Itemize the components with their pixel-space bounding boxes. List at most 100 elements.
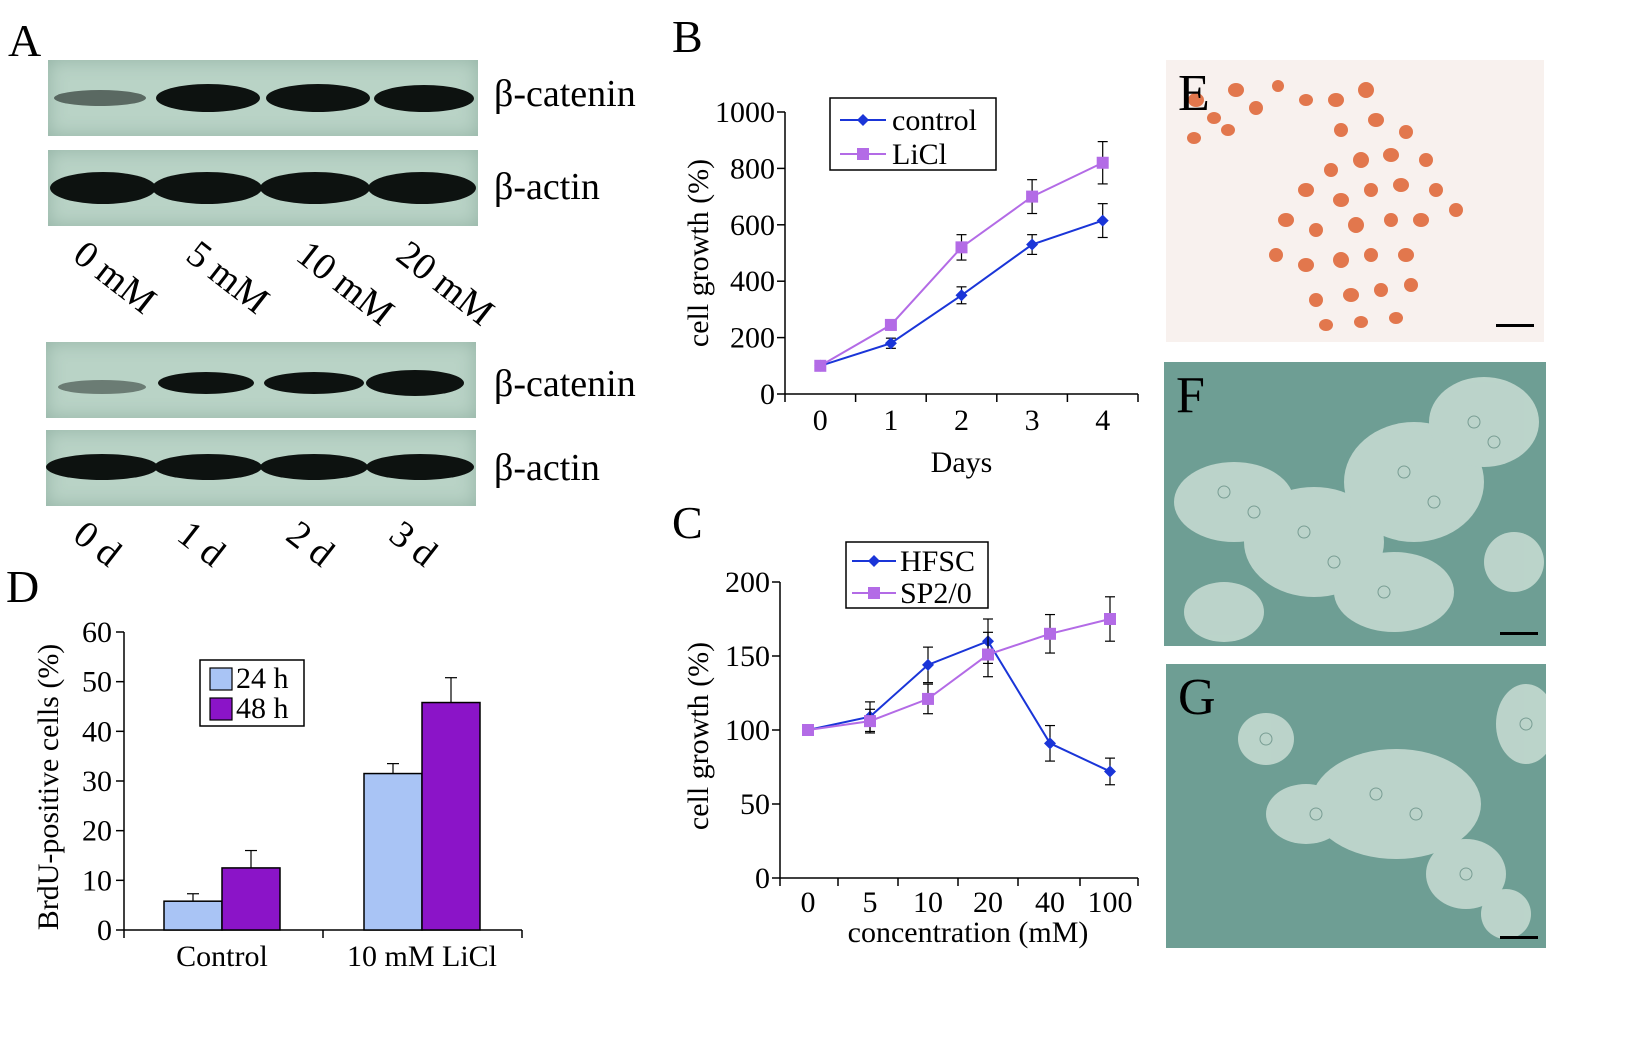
y-tick-label: 800 — [730, 152, 775, 185]
blot-beta-catenin-time — [46, 342, 476, 418]
y-tick-label: 100 — [725, 714, 770, 747]
x-axis-title: concentration (mM) — [848, 916, 1089, 949]
data-point — [884, 318, 897, 331]
legend-label: LiCl — [892, 138, 947, 171]
y-tick-label: 200 — [725, 566, 770, 599]
blot-row-label: β-actin — [494, 166, 600, 208]
y-tick-label: 40 — [82, 715, 112, 748]
x-tick-label: 0 — [801, 886, 816, 919]
legend-swatch — [209, 667, 233, 691]
blot-row-label: β-catenin — [494, 73, 636, 115]
y-tick-label: 200 — [730, 322, 775, 355]
x-tick-label: 10 mM LiCl — [347, 940, 497, 973]
lane-label: 0 mM — [65, 232, 164, 323]
lane-label: 10 mM — [288, 232, 402, 335]
series-line-SP2/0 — [807, 618, 1111, 731]
data-point — [1096, 156, 1109, 169]
chart-d: 0 10 20 30 40 50 60 Control 10 mM LiCl BrdU-posit… — [32, 616, 523, 973]
x-tick-label: 0 — [813, 404, 828, 437]
x-tick-label: 2 — [954, 404, 969, 437]
panel-letter-d: D — [6, 561, 40, 612]
legend-marker — [868, 587, 880, 599]
panel-letter-f: F — [1176, 367, 1205, 424]
data-point — [884, 337, 897, 350]
lane-label: 3 d — [381, 512, 445, 576]
y-tick-label: 20 — [82, 815, 112, 848]
legend-label: control — [892, 104, 977, 137]
data-point — [1044, 627, 1056, 640]
y-tick-label: 400 — [730, 265, 775, 298]
y-tick-label: 1000 — [715, 96, 775, 129]
x-tick-label: 4 — [1095, 404, 1110, 437]
panel-letter-b: B — [672, 11, 703, 62]
x-tick-label: 40 — [1035, 886, 1065, 919]
x-tick-label: 10 — [913, 886, 943, 919]
cell-colony-image — [1238, 684, 1546, 939]
y-tick-label: 0 — [97, 914, 112, 947]
data-point — [922, 658, 934, 671]
stained-nuclei-image — [1187, 80, 1463, 331]
legend-swatch — [209, 697, 233, 721]
blot-row-label: β-catenin — [494, 363, 636, 405]
x-tick-label: Control — [176, 940, 268, 973]
data-point — [864, 715, 876, 728]
data-point — [955, 241, 968, 254]
legend-marker — [857, 148, 869, 160]
data-point — [1026, 238, 1039, 251]
chart-b: 0 200 400 600 800 1000 0 1 2 3 4 Days cell growth (%… — [682, 96, 1139, 479]
legend-label: SP2/0 — [900, 577, 972, 610]
data-point — [1044, 737, 1056, 750]
y-tick-label: 50 — [740, 788, 770, 821]
x-tick-label: 20 — [973, 886, 1003, 919]
cell-colony-image — [1174, 377, 1544, 642]
legend-label: HFSC — [900, 545, 975, 578]
data-point — [1096, 214, 1109, 227]
legend-label: 48 h — [236, 692, 289, 725]
lane-label: 5 mM — [178, 232, 277, 323]
data-point — [955, 289, 968, 302]
bar-48h-1 — [421, 701, 481, 931]
x-tick-label: 5 — [863, 886, 878, 919]
panel-letter-e: E — [1178, 65, 1210, 122]
x-tick-label: 1 — [883, 404, 898, 437]
data-point — [1026, 190, 1039, 203]
x-tick-label: 100 — [1088, 886, 1133, 919]
data-point — [982, 648, 994, 661]
x-tick-label: 3 — [1025, 404, 1040, 437]
series-line-LiCl — [819, 161, 1104, 367]
legend-marker — [857, 114, 869, 126]
blot-beta-actin-dose — [48, 150, 478, 226]
data-point — [1104, 613, 1116, 625]
y-axis-title: cell growth (%) — [682, 159, 715, 347]
y-axis-title: BrdU-positive cells (%) — [32, 644, 65, 931]
data-point — [1104, 765, 1116, 778]
panel-letter-c: C — [672, 497, 703, 548]
lane-label: 20 mM — [388, 232, 502, 335]
y-tick-label: 30 — [82, 765, 112, 798]
y-tick-label: 50 — [82, 666, 112, 699]
y-tick-label: 0 — [755, 862, 770, 895]
data-point — [802, 724, 814, 736]
y-tick-label: 150 — [725, 640, 770, 673]
data-point — [814, 359, 827, 372]
legend-label: 24 h — [236, 662, 289, 695]
x-axis-title: Days — [931, 446, 993, 479]
y-tick-label: 0 — [760, 378, 775, 411]
y-tick-label: 10 — [82, 864, 112, 897]
series-line-HFSC — [807, 639, 1111, 773]
lane-label: 2 d — [278, 512, 342, 576]
bar-24h-0 — [163, 900, 223, 931]
bar-48h-0 — [221, 867, 281, 931]
scale-bar — [1500, 936, 1538, 939]
lane-label: 1 d — [169, 512, 233, 576]
micrograph-g: G — [1166, 664, 1546, 948]
y-tick-label: 600 — [730, 209, 775, 242]
blot-row-label: β-actin — [494, 447, 600, 489]
panel-letter-g: G — [1178, 669, 1216, 726]
data-point — [922, 692, 934, 705]
micrograph-f: F — [1164, 362, 1546, 646]
lane-label: 0 d — [65, 512, 129, 576]
legend-marker — [868, 555, 880, 567]
panel-letter-a: A — [8, 15, 42, 66]
